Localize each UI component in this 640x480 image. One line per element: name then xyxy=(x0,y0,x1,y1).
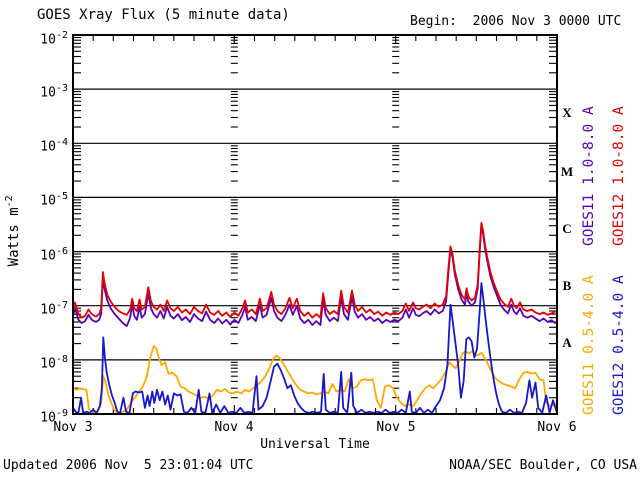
source-attribution: NOAA/SEC Boulder, CO USA xyxy=(449,458,637,473)
updated-timestamp: Updated 2006 Nov 5 23:01:04 UTC xyxy=(3,458,254,473)
flux-class-a: A xyxy=(562,335,572,350)
y-tick-1e-6: 10-6 xyxy=(40,246,68,264)
page-title: GOES Xray Flux (5 minute data) xyxy=(37,7,290,23)
y-axis-label: Watts m-2 xyxy=(4,195,22,267)
y-tick-1e-9: 10-9 xyxy=(40,408,68,426)
flux-class-x: X xyxy=(562,105,572,120)
y-tick-1e-4: 10-4 xyxy=(40,137,68,155)
y-tick-1e-3: 10-3 xyxy=(40,83,68,101)
y-tick-1e-8: 10-8 xyxy=(40,354,68,372)
legend-goes11-short: GOES11 0.5-4.0 A xyxy=(581,275,597,415)
flux-class-m: M xyxy=(560,164,574,179)
x-tick-nov5: Nov 5 xyxy=(376,420,416,435)
legend-goes12-short: GOES12 0.5-4.0 A xyxy=(611,275,627,415)
flux-class-b: B xyxy=(562,278,572,293)
y-tick-1e-7: 10-7 xyxy=(40,300,68,318)
x-tick-nov4: Nov 4 xyxy=(214,420,254,435)
y-tick-1e-2: 10-2 xyxy=(40,30,68,48)
x-axis-label: Universal Time xyxy=(260,437,370,452)
flux-class-c: C xyxy=(562,221,572,236)
legend-goes11-long: GOES11 1.0-8.0 A xyxy=(581,106,597,246)
x-tick-nov3: Nov 3 xyxy=(53,420,93,435)
x-tick-nov6: Nov 6 xyxy=(537,420,577,435)
y-tick-1e-5: 10-5 xyxy=(40,191,68,209)
begin-timestamp: Begin: 2006 Nov 3 0000 UTC xyxy=(410,14,622,29)
legend-goes12-long: GOES12 1.0-8.0 A xyxy=(611,106,627,246)
